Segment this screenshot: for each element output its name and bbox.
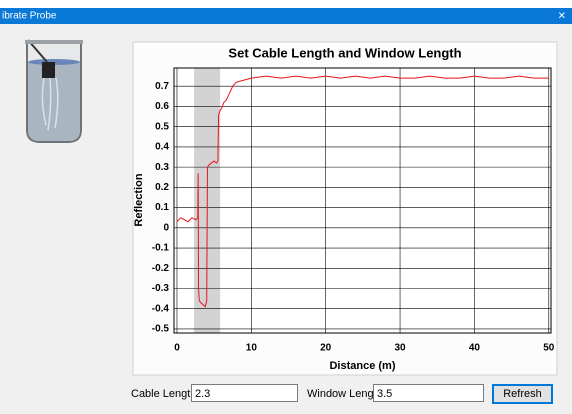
y-tick-label: -0.5 [152, 324, 170, 335]
x-tick-label: 0 [174, 343, 180, 354]
y-tick-label: 0.5 [155, 121, 169, 132]
y-tick-label: 0 [163, 222, 169, 233]
y-tick-label: 0.1 [155, 202, 169, 213]
cable-length-input[interactable]: 2.3 [191, 384, 298, 402]
window-length-input[interactable]: 3.5 [373, 384, 484, 402]
x-tick-label: 30 [394, 343, 406, 354]
window-title: ibrate Probe [2, 11, 57, 22]
close-button[interactable]: × [558, 7, 566, 22]
refresh-button[interactable]: Refresh [492, 384, 553, 404]
chart-title: Set Cable Length and Window Length [228, 45, 461, 60]
plot-area [174, 68, 551, 333]
plot: -0.5 -0.4 -0.3 -0.2 -0.1 0 0.1 0.2 0.3 0.4 0.5 0.6 0… [133, 45, 555, 371]
beaker-icon [25, 40, 83, 142]
y-tick-label: 0.2 [155, 182, 169, 193]
page: {"window": {"title": "ibrate Probe", "cl… [0, 0, 572, 414]
x-tick-label: 40 [469, 343, 481, 354]
y-tick-label: -0.1 [152, 243, 170, 254]
x-axis-label: Distance (m) [329, 360, 395, 372]
cable-length-label: Cable Length: [131, 386, 200, 402]
y-tick-label: 0.3 [155, 162, 169, 173]
y-tick-label: 0.6 [155, 101, 169, 112]
x-tick-label: 10 [246, 343, 258, 354]
y-tick-label: -0.4 [152, 303, 170, 314]
y-tick-label: 0.7 [155, 81, 169, 92]
y-tick-label: -0.2 [152, 263, 170, 274]
y-tick-label: 0.4 [155, 142, 169, 153]
x-tick-label: 20 [320, 343, 332, 354]
y-tick-label: -0.3 [152, 283, 170, 294]
dialog: ibrate Probe × -0.5 -0.4 -0.3 -0.2 -0.1 0 0.1 0… [0, 0, 572, 414]
top-strip [0, 0, 572, 8]
title-bar [0, 8, 572, 24]
x-tick-label: 50 [543, 343, 555, 354]
y-axis-label: Reflection [133, 173, 145, 226]
